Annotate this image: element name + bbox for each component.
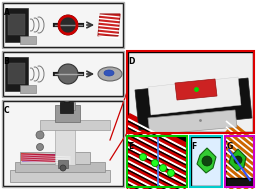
Bar bbox=[58, 116, 72, 125]
Bar bbox=[8, 63, 25, 84]
Bar bbox=[22, 154, 70, 162]
Text: B: B bbox=[4, 57, 9, 66]
Ellipse shape bbox=[104, 70, 114, 76]
Bar bbox=[3, 3, 123, 47]
Bar bbox=[55, 120, 75, 165]
Bar bbox=[60, 102, 73, 113]
Polygon shape bbox=[197, 148, 216, 173]
Bar bbox=[127, 136, 187, 187]
Bar bbox=[5, 8, 28, 42]
Bar bbox=[40, 120, 110, 130]
Text: E: E bbox=[129, 142, 134, 151]
Polygon shape bbox=[148, 77, 241, 115]
Bar bbox=[55, 105, 80, 122]
Bar bbox=[127, 51, 254, 133]
Circle shape bbox=[167, 170, 175, 177]
Circle shape bbox=[234, 156, 242, 164]
Bar bbox=[2, 2, 124, 48]
Text: F: F bbox=[191, 142, 197, 151]
Bar bbox=[128, 52, 253, 132]
Bar bbox=[225, 136, 254, 187]
Bar bbox=[58, 160, 68, 168]
Circle shape bbox=[152, 160, 158, 167]
Circle shape bbox=[140, 153, 146, 160]
Bar bbox=[3, 52, 123, 96]
Bar bbox=[20, 152, 90, 164]
Circle shape bbox=[36, 131, 44, 139]
Circle shape bbox=[159, 164, 166, 171]
Text: C: C bbox=[4, 106, 9, 115]
Bar bbox=[2, 100, 124, 187]
Polygon shape bbox=[98, 14, 120, 36]
Polygon shape bbox=[148, 110, 237, 135]
Bar bbox=[190, 136, 222, 187]
Circle shape bbox=[202, 156, 212, 166]
Bar bbox=[20, 85, 36, 93]
Ellipse shape bbox=[98, 67, 122, 81]
Polygon shape bbox=[229, 149, 246, 171]
Circle shape bbox=[60, 165, 66, 171]
Circle shape bbox=[37, 143, 44, 150]
Bar bbox=[3, 101, 123, 186]
Text: D: D bbox=[129, 57, 135, 66]
Circle shape bbox=[64, 101, 70, 107]
Bar bbox=[8, 14, 25, 35]
Bar bbox=[20, 36, 36, 44]
Bar bbox=[128, 137, 186, 186]
Bar bbox=[2, 51, 124, 97]
Bar bbox=[10, 170, 110, 182]
Bar bbox=[15, 162, 105, 172]
Text: G: G bbox=[227, 142, 233, 151]
Circle shape bbox=[58, 15, 78, 35]
Bar bbox=[191, 137, 221, 186]
Bar bbox=[60, 102, 75, 110]
Text: A: A bbox=[4, 8, 9, 17]
Circle shape bbox=[58, 64, 78, 84]
Polygon shape bbox=[175, 79, 217, 100]
Polygon shape bbox=[135, 78, 252, 130]
Bar bbox=[226, 137, 253, 186]
Bar bbox=[5, 57, 28, 91]
Bar bbox=[226, 178, 253, 186]
